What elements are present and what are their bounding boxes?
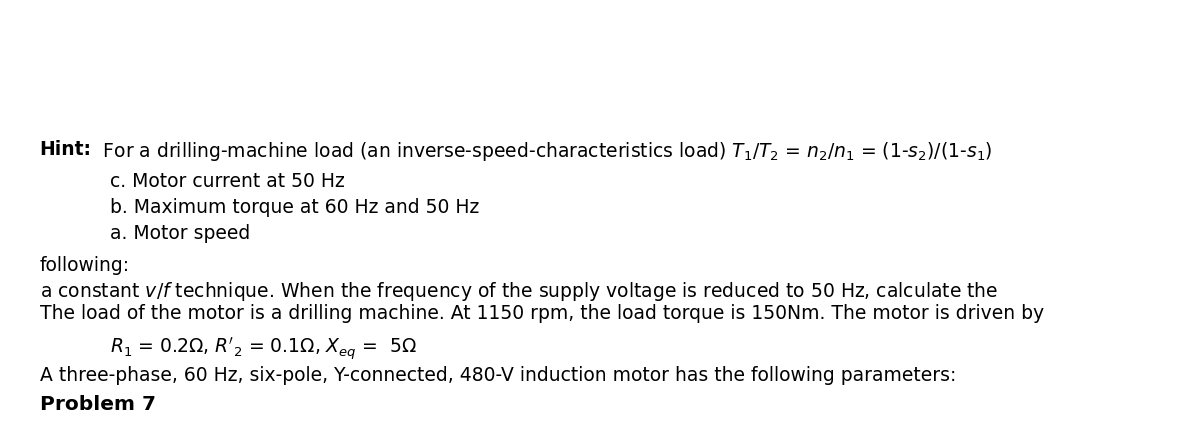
Text: For a drilling-machine load (an inverse-speed-characteristics load) $T_1/T_2$ = : For a drilling-machine load (an inverse-… [97, 140, 992, 163]
Text: Problem 7: Problem 7 [40, 395, 156, 414]
Text: following:: following: [40, 256, 130, 275]
Text: A three-phase, 60 Hz, six-pole, Y-connected, 480-V induction motor has the follo: A three-phase, 60 Hz, six-pole, Y-connec… [40, 366, 956, 385]
Text: b. Maximum torque at 60 Hz and 50 Hz: b. Maximum torque at 60 Hz and 50 Hz [110, 198, 480, 217]
Text: The load of the motor is a drilling machine. At 1150 rpm, the load torque is 150: The load of the motor is a drilling mach… [40, 304, 1044, 323]
Text: a. Motor speed: a. Motor speed [110, 224, 251, 243]
Text: a constant $\it{v/f}$ technique. When the frequency of the supply voltage is red: a constant $\it{v/f}$ technique. When th… [40, 280, 998, 303]
Text: $R_1$ = 0.2Ω, $R'_2$ = 0.1Ω, $X_{eq}$ =  5Ω: $R_1$ = 0.2Ω, $R'_2$ = 0.1Ω, $X_{eq}$ = … [110, 336, 418, 362]
Text: c. Motor current at 50 Hz: c. Motor current at 50 Hz [110, 172, 346, 191]
Text: Hint:: Hint: [40, 140, 91, 159]
